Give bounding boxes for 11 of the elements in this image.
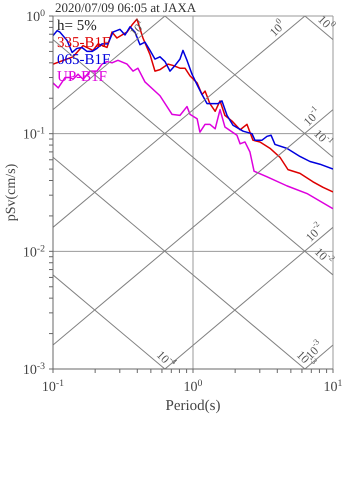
x-tick-label: 10$^{1}$ xyxy=(324,378,343,395)
x-tick-label: 10$^{-1}$ xyxy=(42,378,64,395)
y-tick-label: 10$^{0}$ xyxy=(26,8,46,25)
chart-title: 2020/07/09 06:05 at JAXA xyxy=(55,0,196,15)
annotation: h= 5% xyxy=(57,18,97,34)
x-tick-label: 10$^{0}$ xyxy=(184,378,203,395)
y-tick-label: 10$^{-1}$ xyxy=(22,125,46,143)
y-tick-label: 10$^{-3}$ xyxy=(22,360,46,378)
y-axis-title: pSv(cm/s) xyxy=(4,163,19,222)
y-tick-label: 10$^{-2}$ xyxy=(22,242,46,260)
x-axis-title: Period(s) xyxy=(166,398,220,414)
